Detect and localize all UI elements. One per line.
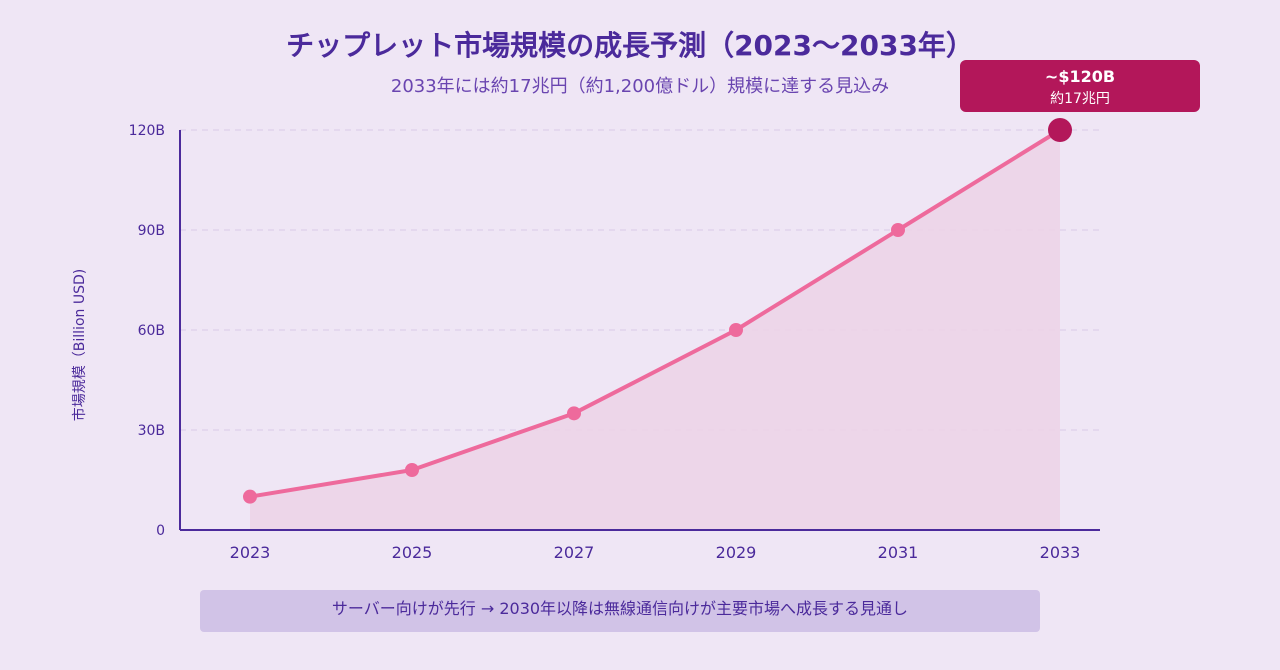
x-tick-label: 2027 [554, 543, 595, 562]
data-point [891, 223, 905, 237]
data-points [243, 118, 1072, 504]
x-tick-label: 2025 [392, 543, 433, 562]
tick-labels: 0 30B 60B 90B 120B 2023 2025 2027 2029 2031 2033 [129, 123, 1081, 562]
y-tick-label: 0 [156, 523, 165, 539]
callout-sub: 約17兆円 [1050, 91, 1110, 107]
x-tick-label: 2031 [878, 543, 919, 562]
y-tick-label: 60B [138, 323, 165, 339]
y-tick-label: 120B [129, 123, 165, 139]
y-tick-label: 30B [138, 423, 165, 439]
area-fill [250, 130, 1060, 530]
y-tick-label: 90B [138, 223, 165, 239]
axes [179, 130, 1100, 531]
y-axis-label: 市場規模（Billion USD) [72, 268, 88, 422]
data-point [729, 323, 743, 337]
x-tick-label: 2029 [716, 543, 757, 562]
footer-note: サーバー向けが先行 → 2030年以降は無線通信向けが主要市場へ成長する見通し [200, 590, 1040, 632]
data-point [567, 406, 581, 421]
x-tick-label: 2033 [1040, 543, 1081, 562]
peak-value-callout: ~$120B 約17兆円 [960, 60, 1200, 112]
data-point [405, 463, 419, 477]
series-line [249, 128, 1062, 499]
x-tick-label: 2023 [230, 543, 271, 562]
data-point-peak [1048, 118, 1072, 142]
data-point [243, 489, 257, 504]
callout-value: ~$120B [1044, 67, 1116, 86]
chart-title: チップレット市場規模の成長予測（2023〜2033年） [286, 29, 974, 62]
chart-subtitle: 2033年には約17兆円（約1,200億ドル）規模に達する見込み [390, 76, 890, 97]
